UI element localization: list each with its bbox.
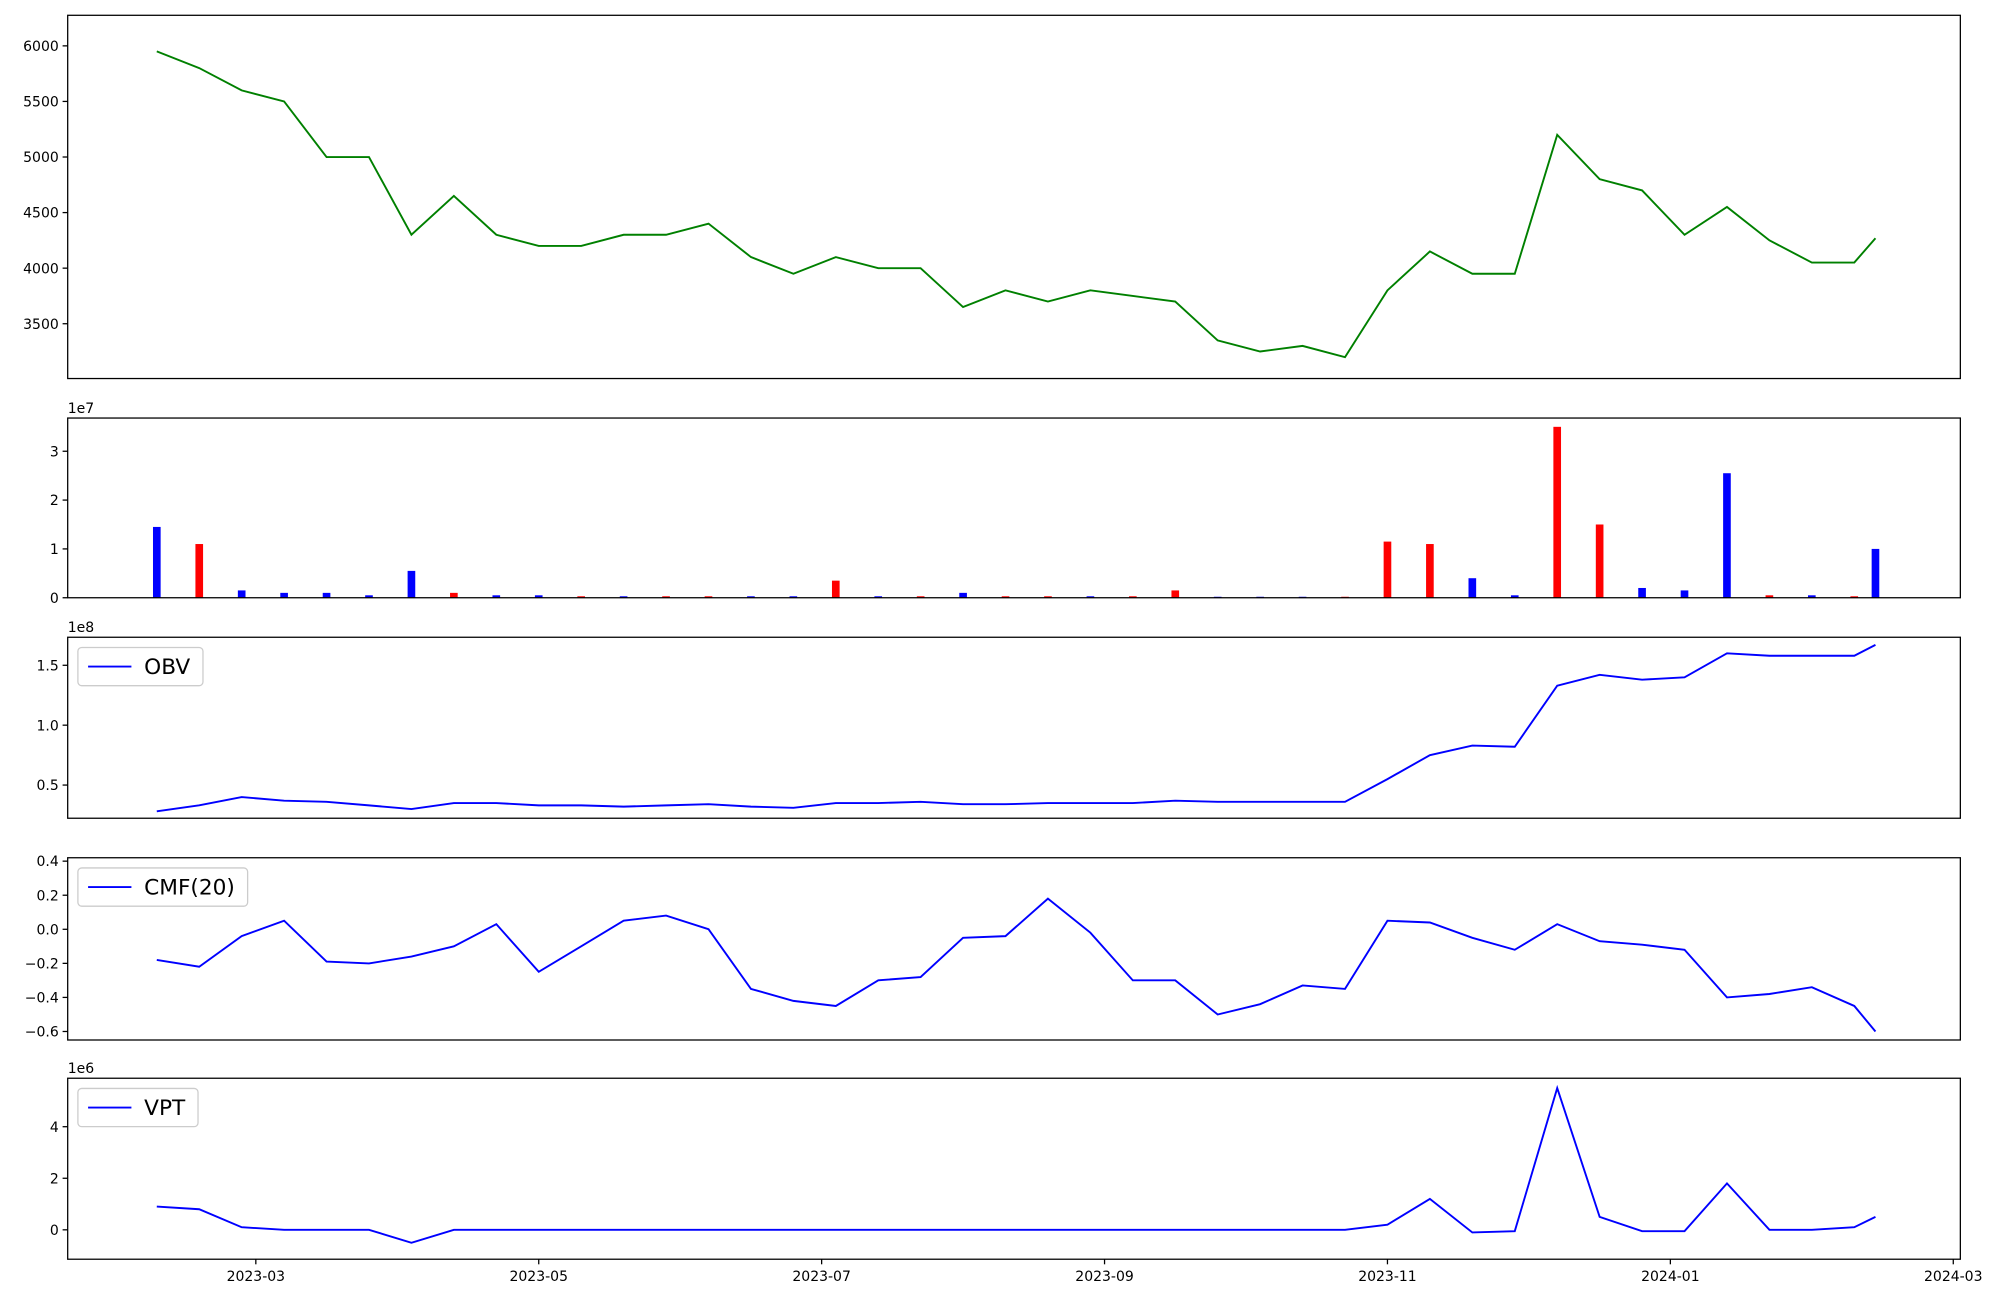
y-tick-label: 6000 bbox=[23, 39, 59, 55]
y-tick-label: 3500 bbox=[23, 317, 59, 333]
bar bbox=[322, 592, 331, 598]
legend-label: OBV bbox=[144, 655, 190, 680]
x-tick-label: 2023-07 bbox=[792, 1269, 851, 1285]
bar bbox=[704, 596, 713, 598]
bar bbox=[365, 595, 373, 598]
y-tick-label: 0.5 bbox=[37, 778, 59, 794]
bar bbox=[237, 590, 246, 598]
line bbox=[156, 897, 1877, 1033]
axis-offset-label: 1e7 bbox=[68, 401, 94, 417]
y-tick-label: 5500 bbox=[23, 95, 59, 111]
y-tick-label: 2 bbox=[50, 493, 59, 509]
bar bbox=[1171, 590, 1180, 598]
y-tick-label: 4000 bbox=[23, 261, 59, 277]
bar bbox=[1765, 595, 1774, 598]
legend-box bbox=[77, 1087, 199, 1128]
bar bbox=[662, 596, 670, 598]
bar bbox=[916, 596, 925, 598]
line bbox=[156, 644, 1876, 813]
y-tick-label: 3 bbox=[50, 444, 59, 460]
bar bbox=[959, 592, 967, 598]
y-tick-label: 0 bbox=[50, 591, 59, 607]
bar bbox=[152, 526, 161, 598]
y-tick-label: 2 bbox=[50, 1171, 59, 1187]
legend-label: CMF(20) bbox=[144, 876, 235, 901]
bar bbox=[1426, 544, 1434, 598]
bar bbox=[1553, 426, 1562, 598]
bar bbox=[1129, 596, 1137, 598]
x-tick-label: 2023-03 bbox=[227, 1269, 286, 1285]
bar bbox=[831, 580, 840, 598]
legend-box bbox=[77, 867, 249, 907]
bar bbox=[280, 592, 288, 598]
bar bbox=[492, 595, 501, 598]
bar bbox=[747, 596, 755, 598]
bar bbox=[577, 596, 585, 598]
bar bbox=[1086, 596, 1095, 598]
y-tick-label: 0.2 bbox=[37, 888, 59, 904]
axes-frame bbox=[67, 14, 1961, 380]
line bbox=[156, 1084, 1876, 1244]
x-tick-label: 2023-05 bbox=[509, 1269, 568, 1285]
bar bbox=[1723, 473, 1731, 598]
bar bbox=[619, 596, 628, 598]
legend-box bbox=[77, 646, 204, 687]
bar bbox=[1680, 590, 1689, 598]
bar bbox=[1044, 596, 1052, 598]
bar bbox=[1468, 578, 1477, 598]
y-tick-label: −0.4 bbox=[25, 991, 59, 1007]
axes-frame bbox=[67, 417, 1961, 599]
bar bbox=[789, 596, 798, 598]
x-tick-label: 2023-11 bbox=[1358, 1269, 1417, 1285]
line bbox=[156, 50, 1877, 359]
y-tick-label: 5000 bbox=[23, 150, 59, 166]
bar bbox=[1001, 596, 1010, 598]
x-tick-label: 2024-03 bbox=[1924, 1269, 1983, 1285]
x-tick-label: 2023-09 bbox=[1075, 1269, 1134, 1285]
bar bbox=[407, 570, 416, 598]
axes-frame bbox=[67, 857, 1961, 1041]
y-tick-label: 4500 bbox=[23, 206, 59, 222]
axes-frame bbox=[67, 1077, 1961, 1260]
axis-offset-label: 1e6 bbox=[68, 1061, 95, 1077]
bar bbox=[1383, 541, 1392, 598]
y-tick-label: 1.5 bbox=[37, 658, 59, 674]
bar bbox=[1850, 596, 1859, 598]
axis-offset-label: 1e8 bbox=[68, 620, 94, 636]
y-tick-label: 0.0 bbox=[37, 922, 59, 938]
bar bbox=[195, 544, 204, 598]
bar bbox=[874, 596, 883, 598]
y-tick-label: −0.6 bbox=[25, 1025, 59, 1041]
bar bbox=[1595, 524, 1604, 598]
bar bbox=[1638, 587, 1646, 598]
bar bbox=[1871, 548, 1880, 598]
y-tick-label: 0.4 bbox=[37, 854, 59, 870]
y-tick-label: −0.2 bbox=[25, 956, 59, 972]
legend-label: VPT bbox=[144, 1096, 186, 1121]
bar bbox=[1510, 595, 1519, 598]
y-tick-label: 1 bbox=[50, 542, 59, 558]
x-tick-label: 2024-01 bbox=[1641, 1269, 1700, 1285]
y-tick-label: 1.0 bbox=[37, 718, 59, 734]
y-tick-label: 4 bbox=[50, 1120, 59, 1136]
bar bbox=[450, 592, 458, 598]
axes-frame bbox=[67, 636, 1961, 819]
y-tick-label: 0 bbox=[50, 1223, 59, 1239]
bar bbox=[1807, 595, 1816, 598]
bar bbox=[534, 595, 543, 598]
